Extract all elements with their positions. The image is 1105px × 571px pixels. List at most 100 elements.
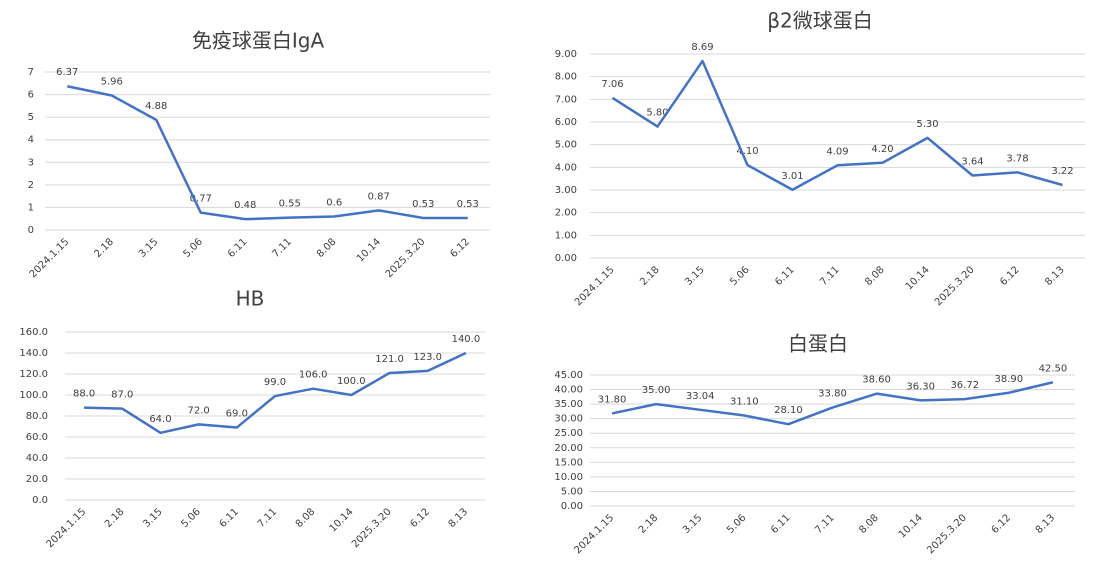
x-tick-label: 3.15 [683,264,707,288]
x-tick-label: 8.08 [294,506,318,530]
data-label: 33.04 [686,391,715,402]
y-tick-label: 9.00 [555,49,577,60]
y-tick-label: 2.00 [555,208,577,219]
x-tick-label: 10.14 [904,264,932,292]
x-tick-label: 10.14 [355,236,383,264]
x-tick-label: 2025.3.20 [925,512,969,556]
data-label: 38.60 [862,375,891,386]
x-tick-label: 6.12 [408,506,432,530]
data-label: 36.30 [906,381,935,392]
data-label: 3.64 [961,156,983,167]
y-tick-label: 40.00 [554,385,583,396]
x-tick-label: 6.11 [226,236,250,260]
data-label: 8.69 [691,42,713,53]
y-tick-label: 20.00 [554,443,583,454]
x-tick-label: 3.15 [681,512,705,536]
data-label: 0.48 [234,200,256,211]
x-tick-label: 6.11 [218,506,242,530]
y-tick-label: 160.0 [19,327,48,338]
x-tick-label: 6.12 [998,264,1022,288]
data-label: 5.30 [916,119,938,130]
data-label: 31.10 [730,396,759,407]
data-line [611,59,1063,192]
x-tick-label: 5.06 [725,512,749,536]
x-tick-label: 7.11 [818,264,842,288]
y-tick-label: 120.0 [19,369,48,380]
data-label: 7.06 [601,79,623,90]
y-tick-label: 1 [28,202,34,213]
x-tick-label: 2025.3.20 [933,264,977,308]
chart-title: 免疫球蛋白IgA [192,29,325,53]
data-label: 0.77 [190,194,212,205]
y-tick-label: 5.00 [555,140,577,151]
y-tick-label: 4.00 [555,162,577,173]
data-label: 42.50 [1039,363,1068,374]
data-label: 38.90 [995,374,1024,385]
x-tick-label: 7.11 [256,506,280,530]
y-tick-label: 30.00 [554,414,583,425]
data-label: 4.10 [736,146,758,157]
y-tick-label: 2 [28,180,34,191]
x-tick-label: 6.12 [990,512,1014,536]
x-tick-label: 10.14 [328,506,356,534]
x-tick-label: 8.13 [447,506,471,530]
x-tick-label: 2025.3.20 [384,236,428,280]
data-label: 33.80 [818,389,847,400]
data-label: 5.96 [101,76,123,87]
y-tick-label: 10.00 [554,472,583,483]
data-line [611,381,1054,426]
chart-title: β2微球蛋白 [767,9,873,33]
y-tick-label: 0.00 [561,501,583,512]
data-label: 0.53 [412,199,434,210]
x-tick-label: 7.11 [813,512,837,536]
y-tick-label: 1.00 [555,230,577,241]
x-tick-label: 2024.1.15 [573,264,617,308]
x-tick-label: 2.18 [637,512,661,536]
data-label: 123.0 [413,352,442,363]
x-tick-label: 7.11 [270,236,294,260]
y-tick-label: 40.0 [26,453,48,464]
y-tick-label: 6 [28,90,34,101]
data-label: 0.55 [279,199,301,210]
x-tick-label: 3.15 [141,506,165,530]
x-tick-label: 5.06 [181,236,205,260]
data-line [84,351,467,435]
x-tick-label: 5.06 [179,506,203,530]
chart-title: HB [236,287,265,311]
y-tick-label: 6.00 [555,117,577,128]
data-label: 0.53 [457,199,479,210]
data-label: 140.0 [452,334,481,345]
y-tick-label: 20.0 [26,474,48,485]
x-tick-label: 2.18 [638,264,662,288]
data-label: 100.0 [337,376,366,387]
data-label: 88.0 [73,389,95,400]
data-label: 6.37 [56,67,78,78]
data-label: 106.0 [299,370,328,381]
data-label: 36.72 [950,380,979,391]
data-label: 3.22 [1051,166,1073,177]
y-tick-label: 100.0 [19,390,48,401]
y-tick-label: 35.00 [554,399,583,410]
data-label: 87.0 [111,390,133,401]
x-tick-label: 6.11 [769,512,793,536]
y-tick-label: 0.00 [555,253,577,264]
data-label: 69.0 [226,409,248,420]
x-tick-label: 8.08 [863,264,887,288]
x-tick-label: 2.18 [103,506,127,530]
data-label: 0.6 [326,197,342,208]
x-tick-label: 6.11 [773,264,797,288]
y-tick-label: 0 [28,225,34,236]
chart-title: 白蛋白 [788,332,848,356]
y-tick-label: 25.00 [554,428,583,439]
x-tick-label: 2024.1.15 [28,236,72,280]
x-tick-label: 2024.1.15 [573,512,617,556]
x-tick-label: 2.18 [92,236,116,260]
data-label: 64.0 [149,414,171,425]
y-tick-label: 7.00 [555,94,577,105]
data-label: 99.0 [264,377,286,388]
y-tick-label: 60.0 [26,432,48,443]
x-tick-label: 8.13 [1043,264,1067,288]
x-tick-label: 3.15 [137,236,161,260]
y-tick-label: 45.00 [554,370,583,381]
